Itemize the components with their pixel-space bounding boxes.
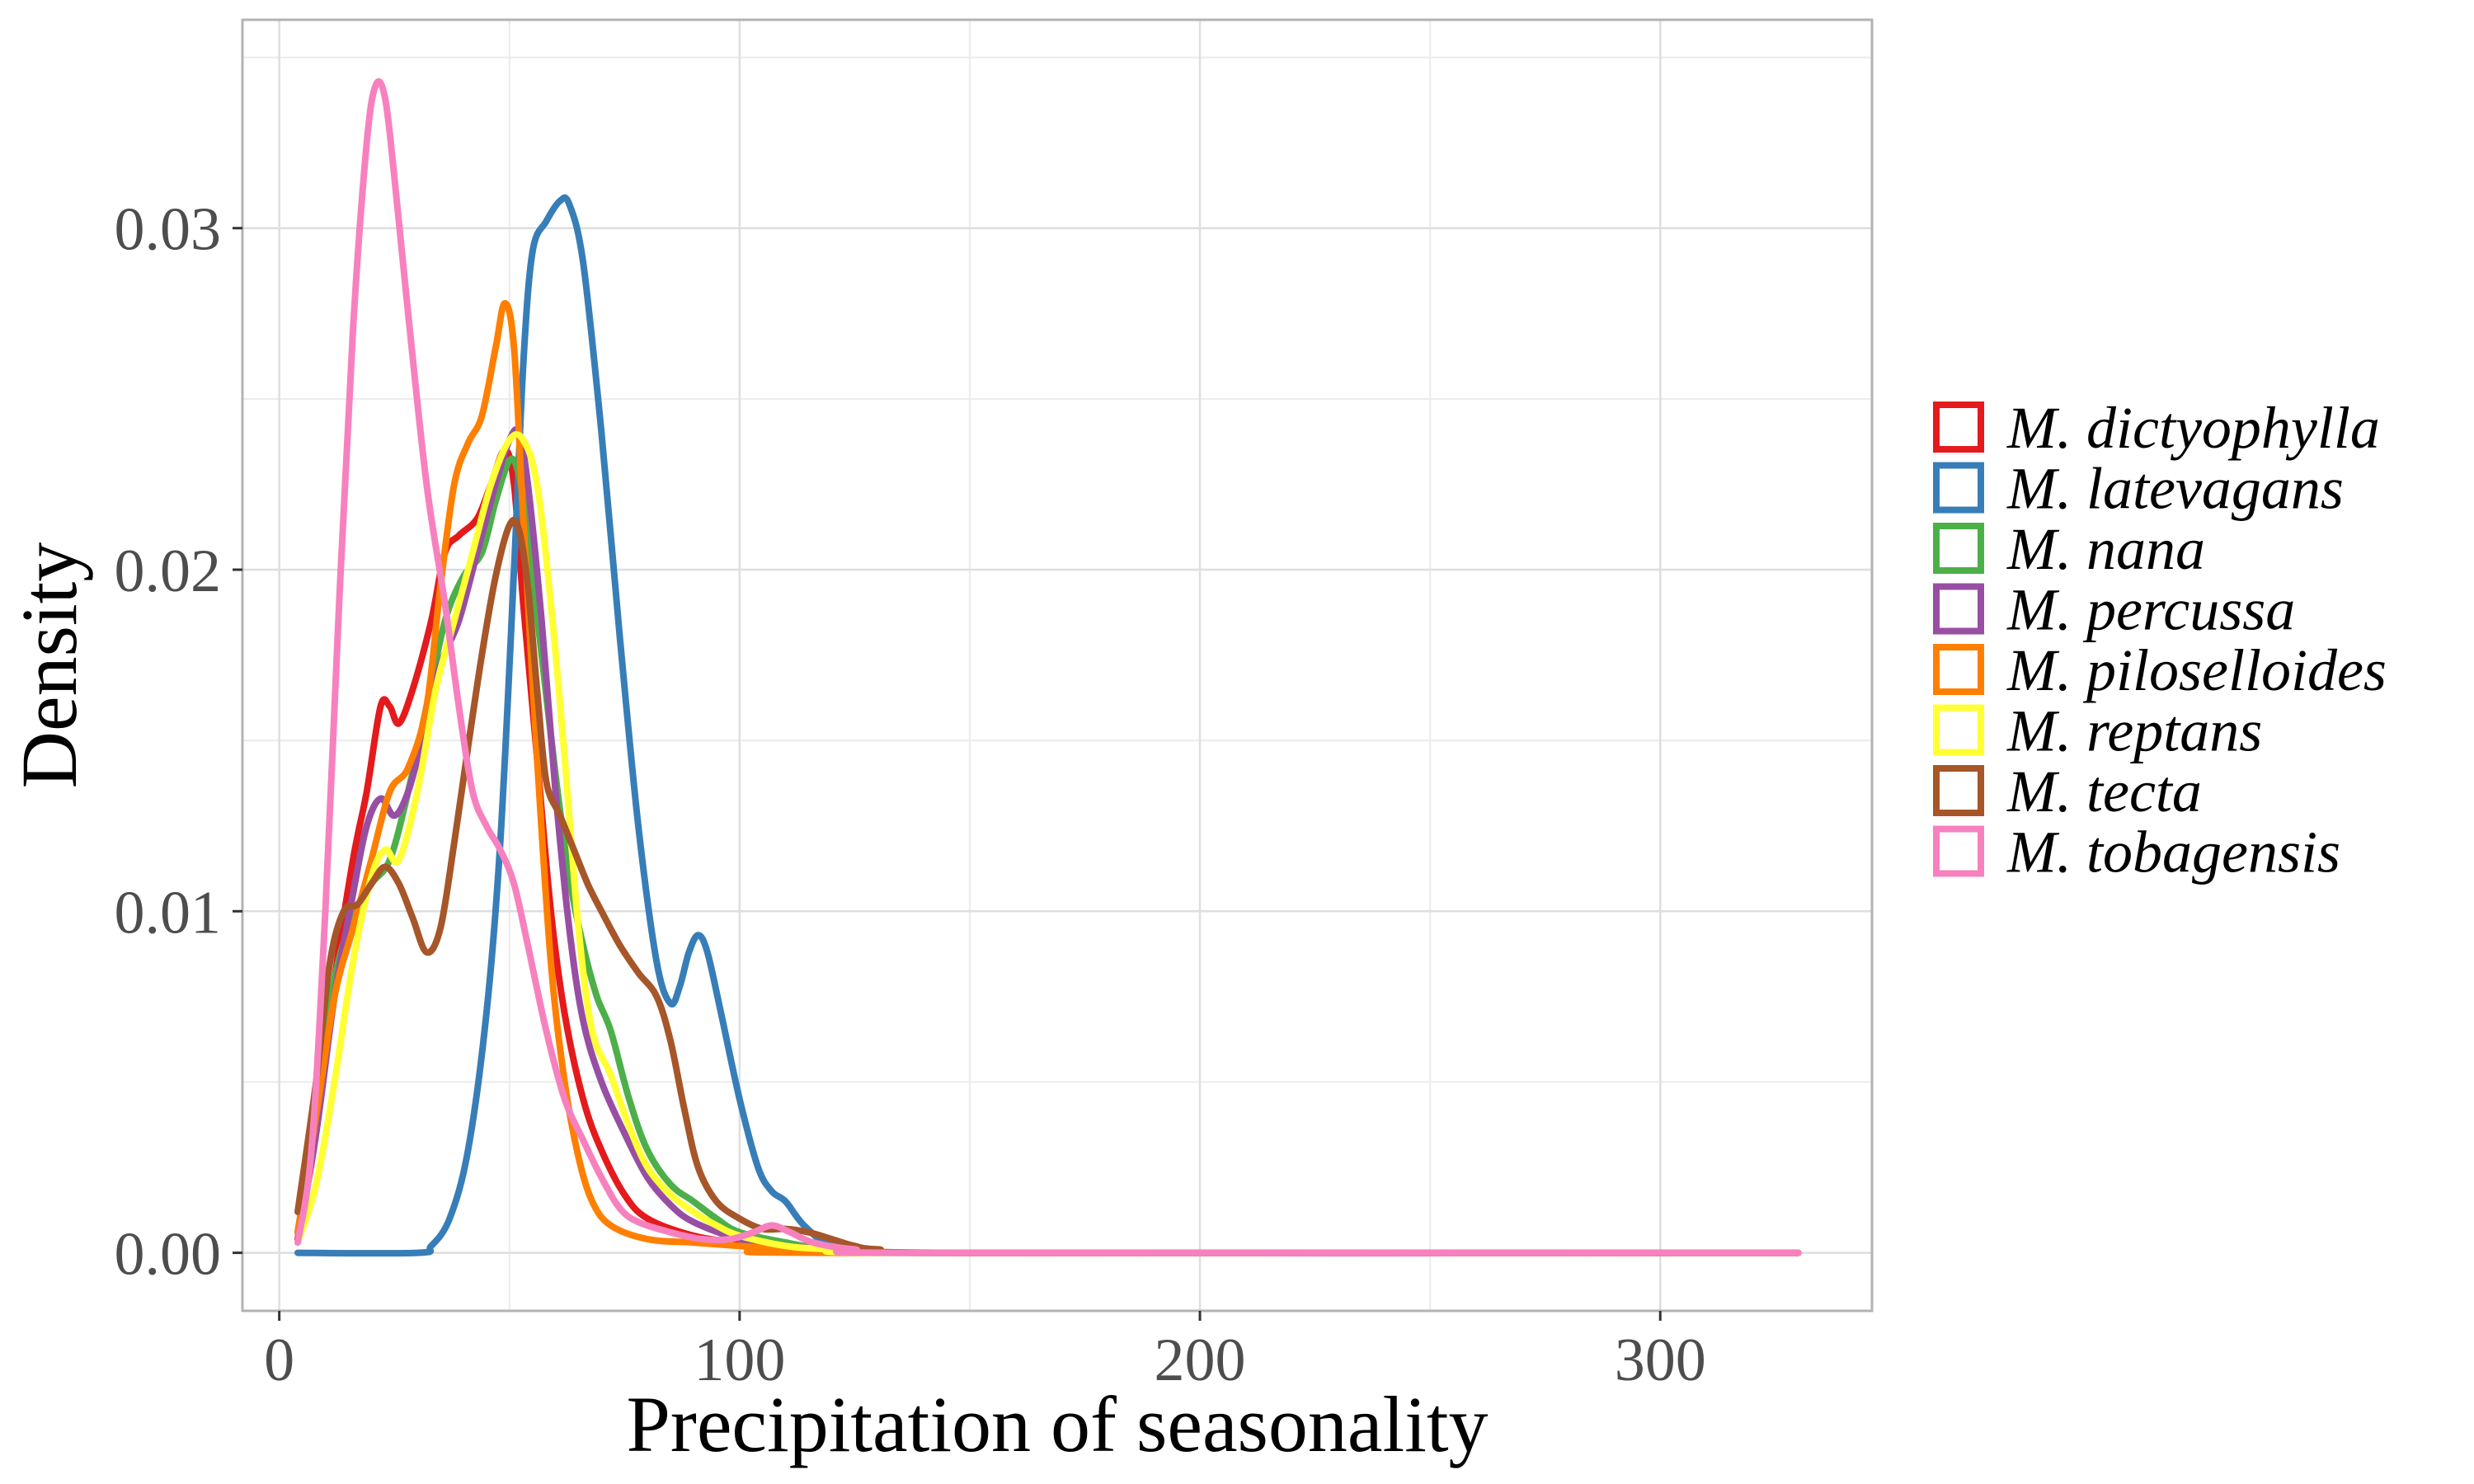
legend-item: M. tecta: [1933, 758, 2202, 824]
legend-key-m-tecta: [1933, 765, 1984, 816]
series-line-m-tecta: [294, 516, 1802, 1256]
y-tick-label: 0.00: [115, 1221, 222, 1289]
legend-label: M. tecta: [2006, 758, 2202, 824]
legend-label: M. latevagans: [2006, 456, 2344, 522]
legend-item: M. latevagans: [1933, 456, 2344, 522]
legend-key-m-tobagensis: [1933, 825, 1984, 877]
legend-key-m-nana: [1933, 523, 1984, 574]
legend-key-m-dictyophylla: [1933, 402, 1984, 453]
legend-key-m-piloselloides: [1933, 644, 1984, 695]
legend-item: M. percussa: [1933, 577, 2295, 643]
series-line-m-reptans: [294, 430, 1802, 1256]
legend-item: M. nana: [1933, 516, 2205, 582]
y-tick-label: 0.01: [115, 879, 222, 946]
legend-key-m-latevagans: [1933, 462, 1984, 514]
y-tick-label: 0.03: [115, 196, 222, 264]
y-axis-ticks: 0.00 0.01 0.02 0.03: [115, 196, 242, 1289]
legend-key-m-percussa: [1933, 583, 1984, 635]
y-axis-title: Density: [5, 542, 93, 789]
x-tick-label: 200: [1155, 1327, 1246, 1394]
plot-panel-border: [241, 18, 1874, 1313]
legend-label: M. percussa: [2006, 577, 2295, 643]
series-line-m-tobagensis: [294, 77, 1802, 1256]
legend-label: M. nana: [2006, 516, 2205, 582]
x-axis-ticks: 0 100 200 300: [264, 1311, 1706, 1394]
x-axis-title: Precipitation of seasonality: [626, 1380, 1488, 1468]
legend-item: M. piloselloides: [1933, 637, 2387, 703]
x-tick-label: 100: [694, 1327, 785, 1394]
y-tick-label: 0.02: [115, 538, 222, 605]
series-line-m-piloselloides: [294, 299, 1802, 1256]
legend-item: M. reptans: [1933, 698, 2262, 764]
grid-lines: [242, 20, 1872, 1311]
legend-label: M. tobagensis: [2006, 819, 2340, 885]
legend-label: M. reptans: [2006, 698, 2262, 764]
legend-label: M. dictyophylla: [2006, 395, 2380, 461]
x-tick-label: 0: [264, 1327, 294, 1394]
legend-label: M. piloselloides: [2006, 637, 2387, 703]
legend-item: M. tobagensis: [1933, 819, 2340, 885]
series-lines: [294, 77, 1802, 1257]
legend-item: M. dictyophylla: [1933, 395, 2380, 461]
series-line-m-latevagans: [294, 194, 1802, 1257]
x-tick-label: 300: [1615, 1327, 1706, 1394]
legend-key-m-reptans: [1933, 704, 1984, 756]
